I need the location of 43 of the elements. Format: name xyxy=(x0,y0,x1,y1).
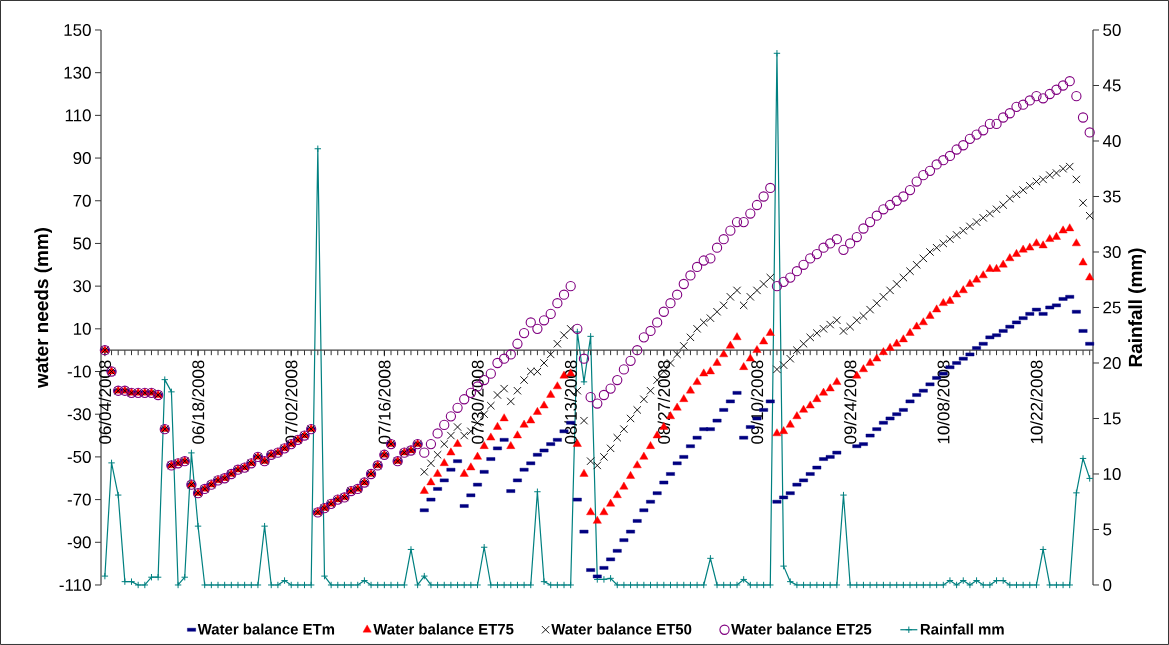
y2-tick-label: 5 xyxy=(1103,523,1112,536)
y2-tick-label: 0 xyxy=(1103,578,1112,591)
x-tick-label: 07/16/2008 xyxy=(378,360,391,444)
y-axis-title: water needs (mm) xyxy=(34,227,52,389)
y-tick-label: -90 xyxy=(67,536,91,549)
x-tick-label: 06/04/2008 xyxy=(98,360,112,444)
y2-tick-label: 45 xyxy=(1102,79,1121,92)
x-tick-label: 08/13/2008 xyxy=(564,360,577,444)
y-tick-label: -50 xyxy=(67,450,91,463)
x-tick-label: 10/22/2008 xyxy=(1030,360,1043,444)
legend-label: Water balance ET25 xyxy=(731,623,872,635)
y-tick-label: 70 xyxy=(73,194,91,207)
y2-tick-label: 20 xyxy=(1103,356,1121,369)
y2-tick-label: 30 xyxy=(1103,245,1121,258)
x-tick-label: 07/02/2008 xyxy=(284,360,298,444)
y-tick-label: 150 xyxy=(64,23,91,36)
y-tick-label: 110 xyxy=(65,109,91,122)
x-tick-label: 08/27/2008 xyxy=(657,360,671,444)
x-tick-label: 07/30/2008 xyxy=(471,360,484,444)
y2-tick-label: 15 xyxy=(1103,412,1121,425)
y-tick-label: 50 xyxy=(73,237,91,250)
y2-tick-label: 10 xyxy=(1103,467,1121,480)
y2-tick-label: 35 xyxy=(1103,190,1121,203)
x-tick-label: 09/24/2008 xyxy=(843,360,857,444)
y2-tick-label: 50 xyxy=(1103,23,1121,36)
legend-label: Rainfall mm xyxy=(920,623,1004,635)
legend-label: Water balance ET75 xyxy=(373,623,514,635)
y-tick-label: 130 xyxy=(64,66,91,79)
y2-axis-title: Rainfall (mm) xyxy=(1128,248,1146,367)
y-tick-label: 10 xyxy=(73,322,91,335)
x-tick-label: 09/10/2008 xyxy=(750,360,764,444)
y-tick-label: 30 xyxy=(73,280,91,293)
y-tick-label: -10 xyxy=(67,365,91,378)
y2-tick-label: 25 xyxy=(1103,301,1121,314)
y-tick-label: 90 xyxy=(73,152,91,165)
y-tick-label: -70 xyxy=(67,493,91,506)
legend-label: Water balance ET50 xyxy=(551,623,692,635)
y2-tick-label: 40 xyxy=(1102,134,1121,147)
y-tick-label: -30 xyxy=(67,408,91,421)
y-tick-label: -110 xyxy=(59,578,91,591)
x-tick-label: 06/18/2008 xyxy=(191,360,205,444)
x-tick-label: 10/08/2008 xyxy=(937,360,950,444)
legend-label: Water balance ETm xyxy=(197,623,335,635)
